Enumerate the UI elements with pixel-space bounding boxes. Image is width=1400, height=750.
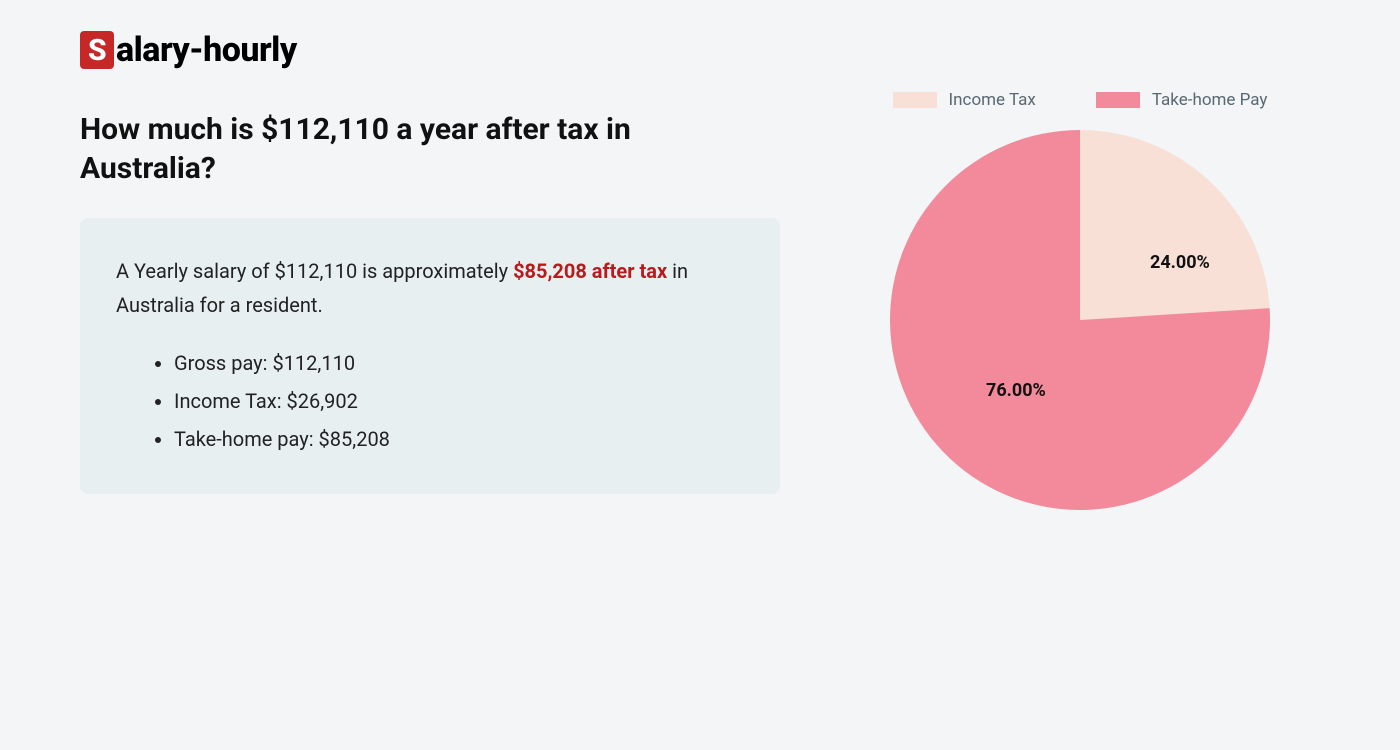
left-column: Salary-hourly How much is $112,110 a yea… (80, 30, 780, 720)
legend-label: Income Tax (949, 90, 1036, 110)
pie-svg (890, 130, 1270, 510)
logo-badge: S (80, 31, 114, 69)
summary-sentence: A Yearly salary of $112,110 is approxima… (116, 254, 744, 322)
list-item: Gross pay: $112,110 (174, 344, 744, 382)
legend-item-take-home: Take-home Pay (1096, 90, 1268, 110)
pie-slice (1080, 130, 1270, 320)
legend-swatch (1096, 92, 1140, 108)
summary-box: A Yearly salary of $112,110 is approxima… (80, 218, 780, 494)
page-title: How much is $112,110 a year after tax in… (80, 110, 700, 188)
page-container: Salary-hourly How much is $112,110 a yea… (0, 0, 1400, 750)
slice-label-take-home: 76.00% (986, 380, 1046, 401)
slice-label-income-tax: 24.00% (1150, 252, 1210, 273)
breakdown-list: Gross pay: $112,110 Income Tax: $26,902 … (116, 344, 744, 458)
list-item: Income Tax: $26,902 (174, 382, 744, 420)
legend-item-income-tax: Income Tax (893, 90, 1036, 110)
chart-column: Income Tax Take-home Pay 24.00% 76.00% (840, 30, 1320, 720)
summary-highlight: $85,208 after tax (513, 259, 667, 283)
list-item: Take-home pay: $85,208 (174, 420, 744, 458)
chart-legend: Income Tax Take-home Pay (893, 90, 1268, 110)
legend-swatch (893, 92, 937, 108)
logo-text: alary-hourly (116, 30, 297, 70)
summary-prefix: A Yearly salary of $112,110 is approxima… (116, 259, 513, 283)
site-logo: Salary-hourly (80, 30, 780, 70)
pie-chart: 24.00% 76.00% (890, 130, 1270, 510)
legend-label: Take-home Pay (1152, 90, 1268, 110)
